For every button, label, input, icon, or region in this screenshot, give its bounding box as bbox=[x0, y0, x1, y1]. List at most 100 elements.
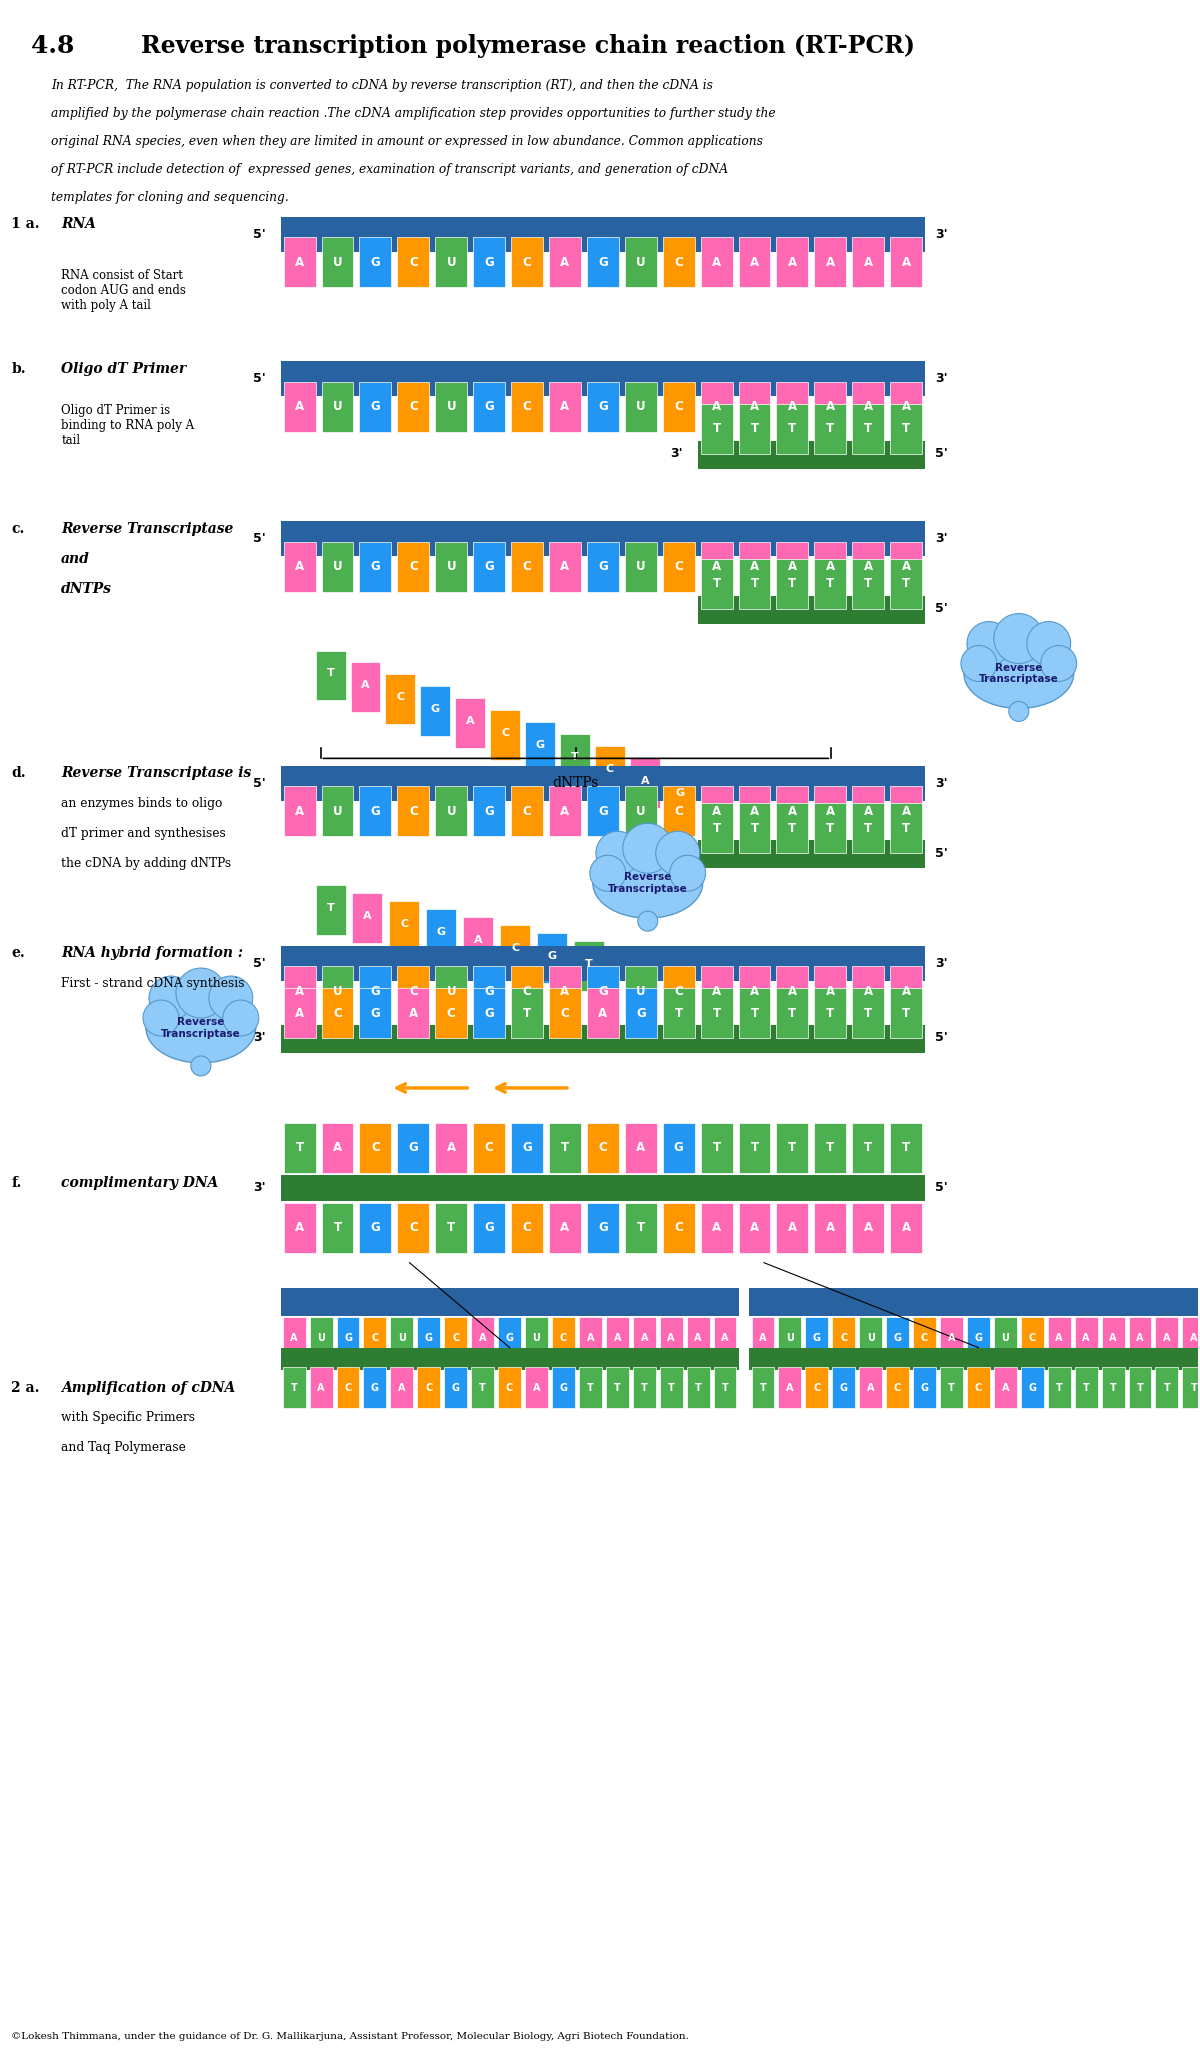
Text: of RT-PCR include detection of  expressed genes, examination of transcript varia: of RT-PCR include detection of expressed… bbox=[52, 163, 728, 175]
FancyBboxPatch shape bbox=[281, 1025, 925, 1052]
Circle shape bbox=[223, 1001, 259, 1036]
Text: A: A bbox=[901, 256, 911, 268]
Text: A: A bbox=[864, 256, 872, 268]
Text: C: C bbox=[1028, 1333, 1036, 1343]
FancyBboxPatch shape bbox=[852, 543, 884, 592]
Text: A: A bbox=[750, 400, 760, 413]
FancyBboxPatch shape bbox=[283, 237, 316, 287]
Text: A: A bbox=[866, 1382, 875, 1393]
FancyBboxPatch shape bbox=[473, 237, 505, 287]
FancyBboxPatch shape bbox=[397, 382, 430, 431]
Text: T: T bbox=[864, 578, 872, 590]
FancyBboxPatch shape bbox=[994, 1366, 1016, 1409]
FancyBboxPatch shape bbox=[526, 722, 554, 772]
Text: T: T bbox=[750, 423, 758, 435]
Text: 5': 5' bbox=[935, 1032, 948, 1044]
FancyBboxPatch shape bbox=[660, 1366, 683, 1409]
Text: C: C bbox=[560, 1007, 569, 1019]
FancyBboxPatch shape bbox=[625, 786, 656, 836]
FancyBboxPatch shape bbox=[455, 699, 485, 749]
FancyBboxPatch shape bbox=[686, 1316, 709, 1360]
Text: A: A bbox=[750, 1221, 760, 1234]
Text: T: T bbox=[326, 904, 335, 914]
FancyBboxPatch shape bbox=[360, 543, 391, 592]
Text: A: A bbox=[560, 400, 570, 413]
FancyBboxPatch shape bbox=[322, 1203, 354, 1252]
Text: T: T bbox=[902, 1141, 910, 1155]
FancyBboxPatch shape bbox=[548, 1122, 581, 1172]
FancyBboxPatch shape bbox=[662, 988, 695, 1038]
Text: G: G bbox=[598, 400, 607, 413]
Text: A: A bbox=[788, 256, 797, 268]
Text: A: A bbox=[864, 1221, 872, 1234]
FancyBboxPatch shape bbox=[967, 1316, 990, 1360]
FancyBboxPatch shape bbox=[390, 1366, 413, 1409]
FancyBboxPatch shape bbox=[552, 1366, 575, 1409]
FancyBboxPatch shape bbox=[463, 918, 493, 968]
Text: A: A bbox=[295, 1221, 304, 1234]
Text: T: T bbox=[290, 1382, 298, 1393]
Text: A: A bbox=[695, 1333, 702, 1343]
Text: U: U bbox=[317, 1333, 325, 1343]
Text: U: U bbox=[446, 400, 456, 413]
Text: C: C bbox=[606, 765, 614, 774]
FancyBboxPatch shape bbox=[444, 1366, 467, 1409]
Text: and Taq Polymerase: and Taq Polymerase bbox=[61, 1440, 186, 1454]
Text: complimentary DNA: complimentary DNA bbox=[61, 1176, 218, 1190]
FancyBboxPatch shape bbox=[852, 382, 884, 431]
Text: C: C bbox=[485, 1141, 493, 1155]
Text: U: U bbox=[332, 805, 342, 817]
Text: A: A bbox=[364, 912, 372, 922]
FancyBboxPatch shape bbox=[511, 965, 544, 1015]
FancyBboxPatch shape bbox=[815, 382, 846, 431]
Text: U: U bbox=[332, 561, 342, 574]
FancyBboxPatch shape bbox=[852, 237, 884, 287]
Text: A: A bbox=[409, 1007, 418, 1019]
Text: G: G bbox=[485, 984, 494, 998]
Text: C: C bbox=[523, 1221, 532, 1234]
FancyBboxPatch shape bbox=[548, 543, 581, 592]
Text: RNA: RNA bbox=[61, 217, 96, 231]
FancyBboxPatch shape bbox=[281, 217, 925, 252]
Text: A: A bbox=[901, 1221, 911, 1234]
Text: T: T bbox=[560, 1141, 569, 1155]
Text: C: C bbox=[560, 1333, 568, 1343]
FancyBboxPatch shape bbox=[852, 988, 884, 1038]
Ellipse shape bbox=[964, 640, 1074, 708]
FancyBboxPatch shape bbox=[397, 543, 430, 592]
Text: T: T bbox=[668, 1382, 674, 1393]
Text: G: G bbox=[598, 256, 607, 268]
FancyBboxPatch shape bbox=[662, 382, 695, 431]
Text: T: T bbox=[1056, 1382, 1062, 1393]
FancyBboxPatch shape bbox=[815, 237, 846, 287]
Text: U: U bbox=[636, 561, 646, 574]
Text: RNA hybrid formation :: RNA hybrid formation : bbox=[61, 947, 244, 959]
Text: A: A bbox=[901, 561, 911, 574]
Text: G: G bbox=[812, 1333, 821, 1343]
FancyBboxPatch shape bbox=[890, 404, 922, 454]
Text: A: A bbox=[466, 716, 474, 726]
Text: A: A bbox=[948, 1333, 955, 1343]
Text: an enzymes binds to oligo: an enzymes binds to oligo bbox=[61, 796, 223, 811]
FancyBboxPatch shape bbox=[665, 769, 695, 821]
Text: A: A bbox=[712, 400, 721, 413]
FancyBboxPatch shape bbox=[444, 1316, 467, 1360]
Text: ©Lokesh Thimmana, under the guidance of Dr. G. Mallikarjuna, Assistant Professor: ©Lokesh Thimmana, under the guidance of … bbox=[11, 2032, 689, 2040]
FancyBboxPatch shape bbox=[322, 543, 354, 592]
FancyBboxPatch shape bbox=[322, 1122, 354, 1172]
FancyBboxPatch shape bbox=[498, 1366, 521, 1409]
FancyBboxPatch shape bbox=[630, 759, 660, 809]
Ellipse shape bbox=[593, 848, 703, 918]
FancyBboxPatch shape bbox=[283, 1366, 306, 1409]
Text: 4.8: 4.8 bbox=[31, 35, 74, 58]
Text: C: C bbox=[401, 920, 408, 928]
Text: T: T bbox=[788, 423, 797, 435]
FancyBboxPatch shape bbox=[360, 382, 391, 431]
FancyBboxPatch shape bbox=[815, 559, 846, 609]
FancyBboxPatch shape bbox=[815, 803, 846, 854]
FancyBboxPatch shape bbox=[738, 803, 770, 854]
FancyBboxPatch shape bbox=[538, 932, 566, 984]
Text: T: T bbox=[1136, 1382, 1144, 1393]
Text: T: T bbox=[948, 1382, 955, 1393]
FancyBboxPatch shape bbox=[852, 1203, 884, 1252]
